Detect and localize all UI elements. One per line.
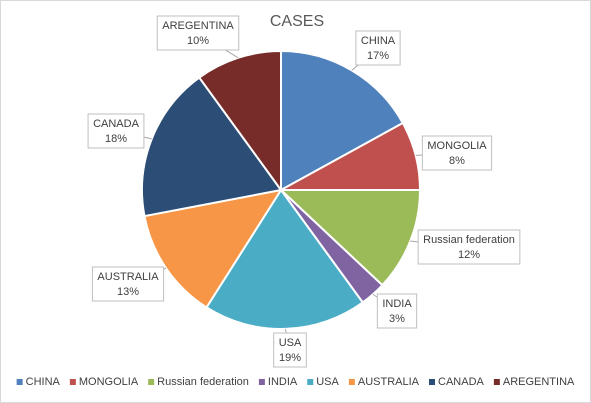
data-label-box — [273, 332, 307, 368]
legend-label: MONGOLIA — [79, 376, 139, 388]
data-label: AUSTRALIA 13% — [91, 266, 165, 302]
data-label-name: MONGOLIA — [427, 140, 487, 152]
data-label-name: USA — [279, 337, 302, 349]
data-label-name: Russian federation — [423, 234, 515, 246]
data-label-box — [87, 113, 145, 149]
data-label-name: CHINA — [361, 35, 396, 47]
legend: CHINA MONGOLIA Russian federation INDIA USA A… — [16, 376, 575, 388]
data-label: CHINA 17% — [355, 30, 401, 66]
legend-swatch — [258, 379, 265, 385]
legend-label: Russian federation — [157, 376, 249, 388]
data-label: MONGOLIA 8% — [421, 135, 493, 171]
chart-title: CASES — [270, 13, 324, 30]
legend-swatch — [69, 379, 76, 385]
data-label-value: 10% — [187, 35, 209, 47]
data-label-name: INDIA — [382, 298, 412, 310]
data-label-value: 8% — [449, 155, 465, 167]
data-label-value: 19% — [279, 352, 301, 364]
legend-label: CANADA — [438, 376, 485, 388]
data-label: USA 19% — [273, 332, 307, 368]
data-label: CANADA 18% — [87, 113, 145, 149]
legend-swatch — [493, 379, 500, 385]
data-label-value: 17% — [367, 50, 389, 62]
legend-swatch — [307, 379, 314, 385]
data-label-value: 13% — [117, 286, 139, 298]
data-label-value: 12% — [458, 249, 480, 261]
legend-label: AUSTRALIA — [358, 376, 420, 388]
pie-slice — [141, 76, 283, 218]
data-label-box — [376, 293, 418, 329]
legend-swatch — [348, 379, 355, 385]
data-label: AREGENTINA 10% — [156, 15, 240, 51]
pie-slice — [205, 188, 365, 330]
legend-swatch — [16, 379, 23, 385]
data-label-value: 3% — [389, 313, 405, 325]
slices — [141, 49, 422, 330]
data-label-box — [417, 229, 521, 265]
data-label-value: 18% — [105, 133, 127, 145]
legend-label: USA — [316, 376, 339, 388]
data-label-name: AUSTRALIA — [97, 271, 159, 283]
legend-label: INDIA — [268, 376, 298, 388]
pie-slice — [278, 189, 422, 287]
data-label-box — [355, 30, 401, 66]
data-label-name: CANADA — [93, 118, 140, 130]
legend-label: AREGENTINA — [503, 376, 575, 388]
legend-label: CHINA — [26, 376, 61, 388]
data-label: INDIA 3% — [376, 293, 418, 329]
legend-swatch — [148, 379, 155, 385]
pie-slice — [197, 49, 282, 194]
data-label-box — [91, 266, 165, 302]
data-label-box — [156, 15, 240, 51]
legend-swatch — [429, 379, 436, 385]
data-label-box — [421, 135, 493, 171]
data-label: Russian federation 12% — [417, 229, 521, 265]
data-label-name: AREGENTINA — [162, 20, 234, 32]
